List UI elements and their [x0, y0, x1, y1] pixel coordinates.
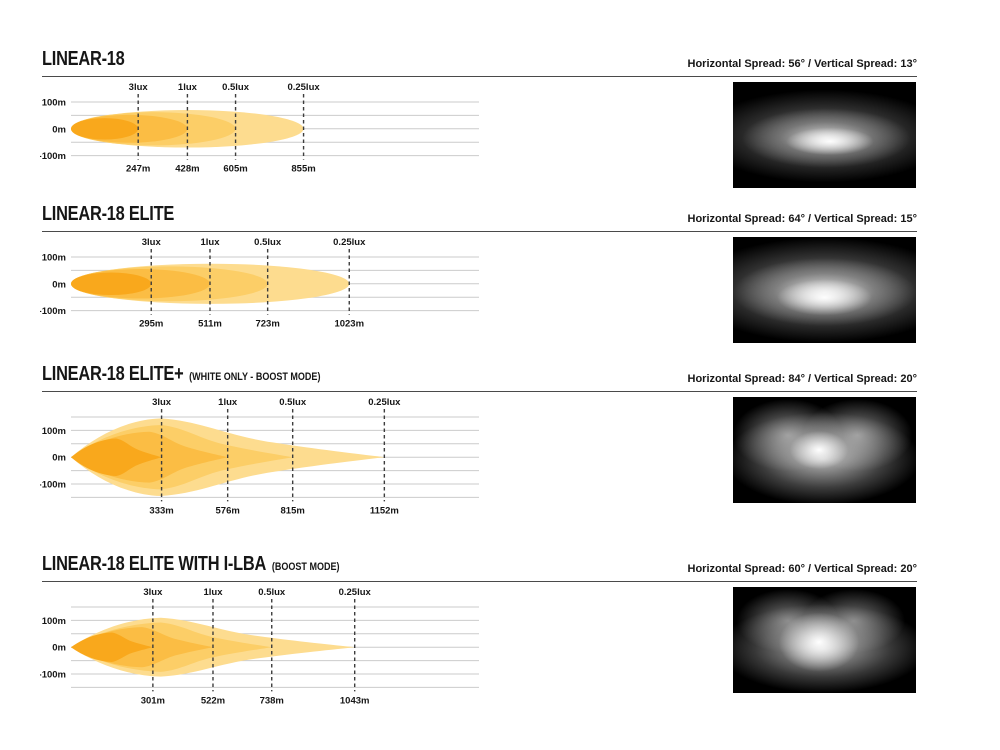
- beam-photo: [733, 397, 916, 503]
- y-axis-label: 100m: [42, 98, 66, 109]
- lux-label: 3lux: [143, 587, 163, 598]
- lux-label: 0.5lux: [222, 82, 250, 93]
- spread-info: Horizontal Spread: 56° / Vertical Spread…: [687, 58, 918, 70]
- lux-label: 3lux: [129, 82, 149, 93]
- distance-label: 576m: [216, 505, 240, 516]
- distance-label: 295m: [139, 319, 163, 330]
- section-title-row: LINEAR-18 ELITE WITH I-LBA (BOOST MODE): [42, 553, 405, 576]
- page-title: LINEAR-18 ELITE WITH I-LBA: [42, 553, 267, 575]
- beam-layer-3lux: [71, 118, 139, 140]
- page-title: LINEAR-18: [42, 48, 125, 70]
- y-axis-label: 0m: [52, 453, 66, 464]
- y-axis-label: 100m: [42, 253, 66, 264]
- section-title-row: LINEAR-18 ELITE+ (WHITE ONLY - BOOST MODE…: [42, 363, 382, 386]
- lux-label: 1lux: [178, 82, 198, 93]
- beam-layer-3lux: [71, 632, 153, 662]
- distance-label: 1023m: [334, 319, 364, 330]
- page-title: LINEAR-18 ELITE: [42, 203, 175, 225]
- lux-label: 0.25lux: [287, 82, 320, 93]
- lux-label: 0.25lux: [339, 587, 372, 598]
- distance-label: 605m: [223, 164, 247, 175]
- y-axis-label: 0m: [52, 643, 66, 654]
- distance-label: 333m: [149, 505, 173, 516]
- distance-label: 511m: [198, 319, 222, 330]
- beam-photo: [733, 587, 916, 693]
- spread-info: Horizontal Spread: 84° / Vertical Spread…: [687, 373, 918, 385]
- lux-label: 3lux: [142, 237, 162, 248]
- spread-info: Horizontal Spread: 60° / Vertical Spread…: [687, 563, 918, 575]
- beam-photo: [733, 237, 916, 343]
- beam-photo: [733, 82, 916, 188]
- title-subtitle: (WHITE ONLY - BOOST MODE): [189, 371, 321, 383]
- lux-label: 0.5lux: [258, 587, 286, 598]
- distance-label: 723m: [255, 319, 279, 330]
- lux-label: 1lux: [203, 587, 223, 598]
- y-axis-label: 0m: [52, 124, 66, 135]
- beam-pattern-chart: 100m 0m -100m 3lux 247m 1lux 428m 0.5lux 605m 0.2…: [40, 82, 479, 175]
- y-axis-label: -100m: [40, 151, 66, 162]
- distance-label: 301m: [141, 695, 165, 706]
- lux-label: 0.25lux: [333, 237, 366, 248]
- lux-label: 0.25lux: [368, 397, 401, 408]
- beam-pattern-chart: 100m 0m -100m 3lux 333m 1lux 576m 0.5lux 815m 0.2…: [40, 397, 479, 516]
- beam-layer-3lux: [71, 438, 162, 476]
- lux-label: 0.5lux: [279, 397, 307, 408]
- divider-line: [42, 581, 917, 582]
- title-subtitle: (BOOST MODE): [271, 561, 340, 573]
- spread-info: Horizontal Spread: 64° / Vertical Spread…: [687, 213, 918, 225]
- distance-label: 1152m: [370, 505, 399, 516]
- divider-line: [42, 231, 917, 232]
- distance-label: 1043m: [340, 695, 370, 706]
- lux-label: 3lux: [152, 397, 172, 408]
- lux-label: 0.5lux: [254, 237, 282, 248]
- y-axis-label: -100m: [40, 670, 66, 681]
- section-title-row: LINEAR-18: [42, 48, 150, 71]
- section-title-row: LINEAR-18 ELITE: [42, 203, 210, 226]
- distance-label: 738m: [260, 695, 284, 706]
- distance-label: 247m: [126, 164, 150, 175]
- distance-label: 855m: [291, 164, 315, 175]
- distance-label: 815m: [281, 505, 305, 516]
- lux-label: 1lux: [200, 237, 220, 248]
- y-axis-label: -100m: [40, 480, 66, 491]
- y-axis-label: 100m: [42, 426, 66, 437]
- lux-label: 1lux: [218, 397, 238, 408]
- distance-label: 428m: [175, 164, 199, 175]
- page-title: LINEAR-18 ELITE+: [42, 363, 184, 385]
- divider-line: [42, 391, 917, 392]
- y-axis-label: 100m: [42, 616, 66, 627]
- beam-layer-3lux: [71, 272, 152, 296]
- divider-line: [42, 76, 917, 77]
- y-axis-label: -100m: [40, 306, 66, 317]
- y-axis-label: 0m: [52, 279, 66, 290]
- beam-pattern-chart: 100m 0m -100m 3lux 295m 1lux 511m 0.5lux 723m 0.2…: [40, 237, 479, 330]
- beam-pattern-chart: 100m 0m -100m 3lux 301m 1lux 522m 0.5lux 738m 0.2…: [40, 587, 479, 706]
- distance-label: 522m: [201, 695, 225, 706]
